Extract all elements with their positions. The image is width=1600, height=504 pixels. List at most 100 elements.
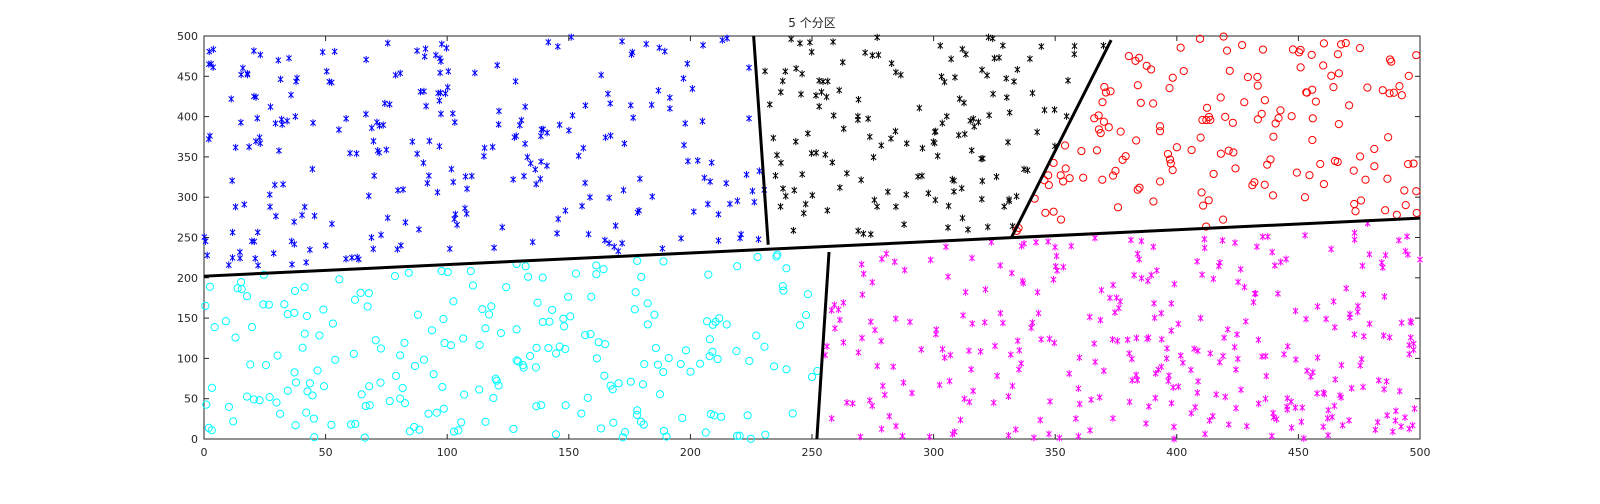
data-point-asterisk xyxy=(402,218,409,226)
data-point-asterisk xyxy=(1252,289,1259,298)
data-point-asterisk xyxy=(291,218,298,226)
data-point-asterisk xyxy=(843,399,850,407)
data-point-circle xyxy=(1098,98,1107,107)
data-point-asterisk xyxy=(1031,434,1037,442)
data-point-circle xyxy=(1133,81,1142,90)
data-point-asterisk xyxy=(1124,336,1131,344)
data-point-circle xyxy=(637,272,646,282)
data-point-asterisk xyxy=(1092,234,1098,242)
data-point-asterisk xyxy=(1165,377,1172,385)
data-point-circle xyxy=(207,383,217,393)
data-point-circle xyxy=(1196,133,1205,142)
data-point-asterisk xyxy=(798,90,804,98)
data-point-asterisk xyxy=(1168,299,1175,308)
data-point-asterisk xyxy=(869,402,876,410)
data-point-asterisk xyxy=(464,185,470,193)
data-point-asterisk xyxy=(1375,376,1382,384)
data-point-asterisk xyxy=(1328,245,1335,253)
data-point-asterisk xyxy=(1213,390,1220,399)
data-point-circle xyxy=(1096,128,1105,138)
data-point-asterisk xyxy=(537,175,544,183)
data-point-asterisk xyxy=(540,125,547,133)
data-point-asterisk xyxy=(543,162,550,170)
data-point-circle xyxy=(310,433,319,442)
data-point-asterisk xyxy=(1250,298,1257,306)
data-point-asterisk xyxy=(1358,355,1365,363)
data-point-asterisk xyxy=(294,74,300,82)
data-point-asterisk xyxy=(1171,435,1178,443)
data-point-asterisk xyxy=(943,243,949,251)
data-point-asterisk xyxy=(726,200,733,208)
data-point-circle xyxy=(531,363,541,372)
data-point-circle xyxy=(204,423,213,432)
data-point-asterisk xyxy=(1096,393,1103,401)
data-point-asterisk xyxy=(580,144,587,152)
data-point-asterisk xyxy=(1005,392,1012,400)
data-point-circle xyxy=(592,261,601,270)
data-point-asterisk xyxy=(1158,309,1165,317)
x-tick-label: 400 xyxy=(1166,446,1187,459)
data-point-asterisk xyxy=(1259,352,1265,361)
data-point-circle xyxy=(524,272,533,281)
data-point-asterisk xyxy=(538,157,545,166)
scatter-points xyxy=(201,32,1423,443)
data-point-asterisk xyxy=(1224,325,1231,334)
data-point-asterisk xyxy=(1051,106,1058,114)
data-point-asterisk xyxy=(1220,352,1226,360)
data-point-circle xyxy=(592,354,601,363)
data-point-asterisk xyxy=(1417,255,1423,264)
data-point-asterisk xyxy=(1148,271,1155,279)
data-point-asterisk xyxy=(532,165,539,174)
data-point-asterisk xyxy=(1128,355,1135,363)
data-point-asterisk xyxy=(1050,276,1057,284)
data-point-asterisk xyxy=(931,139,938,147)
data-point-circle xyxy=(1253,115,1262,124)
data-point-asterisk xyxy=(362,110,369,118)
data-point-asterisk xyxy=(1410,346,1417,354)
data-point-asterisk xyxy=(836,86,843,94)
data-point-asterisk xyxy=(1133,371,1140,379)
data-point-asterisk xyxy=(522,103,529,111)
data-point-circle xyxy=(596,424,606,433)
data-point-circle xyxy=(630,305,639,314)
data-point-asterisk xyxy=(982,285,989,294)
data-point-asterisk xyxy=(299,211,305,219)
data-point-asterisk xyxy=(1041,106,1048,114)
data-point-asterisk xyxy=(238,71,245,79)
data-point-asterisk xyxy=(830,38,837,46)
data-point-asterisk xyxy=(489,143,496,151)
data-point-asterisk xyxy=(437,69,444,77)
data-point-asterisk xyxy=(1234,355,1241,363)
data-point-circle xyxy=(468,281,478,290)
data-point-asterisk xyxy=(1392,407,1399,415)
data-point-circle xyxy=(491,374,500,383)
data-point-asterisk xyxy=(986,111,993,119)
data-point-asterisk xyxy=(947,351,954,359)
data-point-asterisk xyxy=(533,180,540,188)
data-point-asterisk xyxy=(1098,286,1105,294)
data-point-asterisk xyxy=(1021,239,1027,248)
data-point-asterisk xyxy=(1199,271,1206,279)
data-point-asterisk xyxy=(939,119,946,127)
data-point-asterisk xyxy=(436,97,443,105)
data-point-circle xyxy=(1308,114,1317,123)
data-point-asterisk xyxy=(1351,330,1358,339)
data-point-asterisk xyxy=(286,54,292,62)
data-point-circle xyxy=(632,410,642,420)
data-point-circle xyxy=(702,317,712,326)
data-point-circle xyxy=(1206,115,1215,125)
data-point-asterisk xyxy=(992,342,998,350)
data-point-asterisk xyxy=(1175,320,1182,328)
data-point-circle xyxy=(1288,45,1298,54)
data-point-asterisk xyxy=(611,243,618,251)
data-point-circle xyxy=(419,355,429,364)
data-point-circle xyxy=(460,390,469,399)
data-point-asterisk xyxy=(1288,424,1295,432)
data-point-circle xyxy=(1225,66,1234,75)
data-point-circle xyxy=(537,401,546,410)
data-point-asterisk xyxy=(840,299,847,307)
data-point-asterisk xyxy=(288,91,294,99)
data-point-circle xyxy=(713,354,722,364)
data-point-circle xyxy=(475,340,484,350)
data-point-asterisk xyxy=(311,212,318,220)
